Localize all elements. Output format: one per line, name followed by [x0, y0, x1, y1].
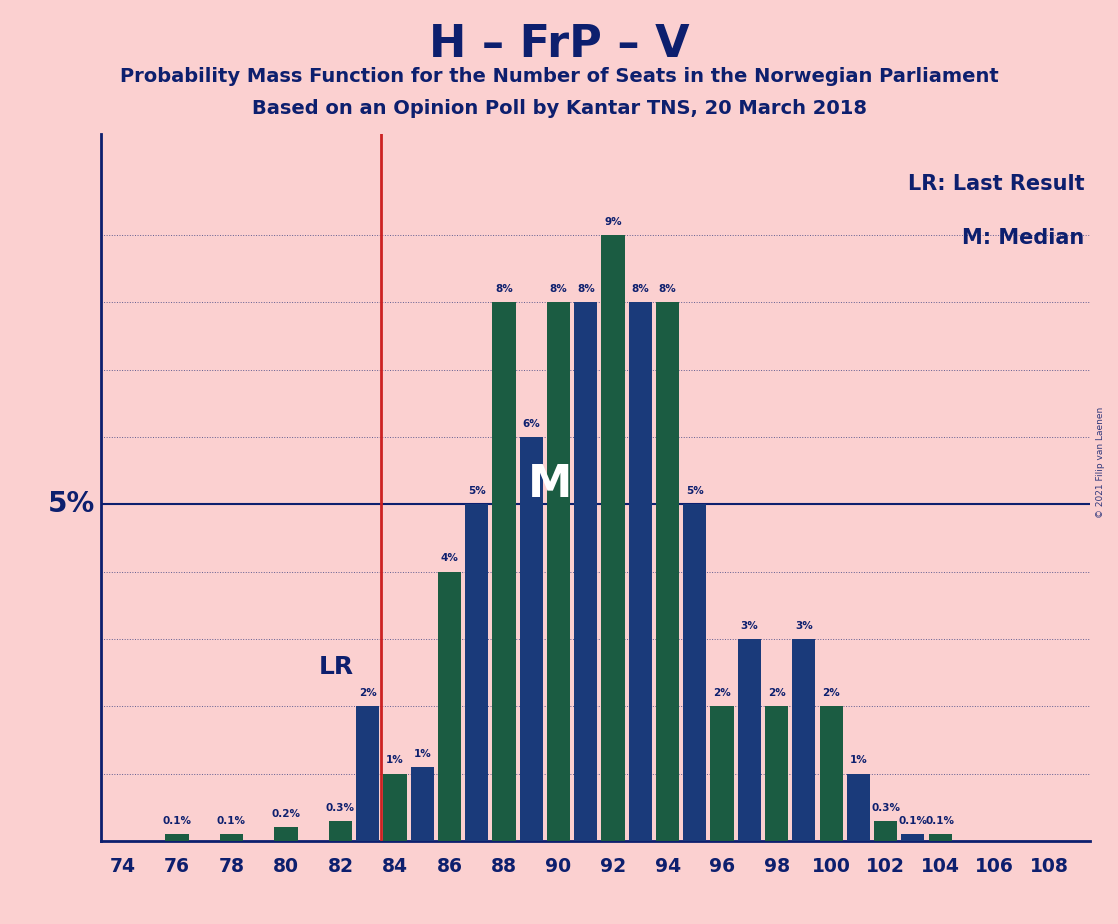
Text: 8%: 8%: [632, 285, 650, 294]
Bar: [492, 302, 515, 841]
Text: 6%: 6%: [522, 419, 540, 429]
Bar: [765, 706, 788, 841]
Bar: [165, 834, 189, 841]
Text: 0.3%: 0.3%: [326, 803, 356, 812]
Text: 1%: 1%: [386, 756, 404, 765]
Bar: [901, 834, 925, 841]
Bar: [547, 302, 570, 841]
Bar: [683, 505, 707, 841]
Bar: [738, 638, 761, 841]
Text: 0.1%: 0.1%: [162, 816, 191, 826]
Text: 0.2%: 0.2%: [272, 809, 301, 820]
Bar: [628, 302, 652, 841]
Bar: [846, 773, 870, 841]
Text: 4%: 4%: [440, 553, 458, 564]
Bar: [929, 834, 951, 841]
Text: LR: Last Result: LR: Last Result: [908, 175, 1084, 194]
Bar: [575, 302, 597, 841]
Text: H – FrP – V: H – FrP – V: [428, 23, 690, 67]
Bar: [329, 821, 352, 841]
Text: 1%: 1%: [414, 748, 432, 759]
Text: 2%: 2%: [713, 688, 731, 699]
Text: 5%: 5%: [48, 491, 95, 518]
Bar: [520, 437, 543, 841]
Bar: [793, 638, 815, 841]
Bar: [410, 767, 434, 841]
Bar: [465, 505, 489, 841]
Text: 9%: 9%: [604, 217, 622, 227]
Text: 0.1%: 0.1%: [217, 816, 246, 826]
Text: LR: LR: [319, 655, 354, 679]
Text: 3%: 3%: [795, 621, 813, 631]
Text: 8%: 8%: [495, 285, 513, 294]
Text: Probability Mass Function for the Number of Seats in the Norwegian Parliament: Probability Mass Function for the Number…: [120, 67, 998, 86]
Bar: [274, 827, 297, 841]
Text: 1%: 1%: [850, 756, 868, 765]
Text: 0.1%: 0.1%: [899, 816, 927, 826]
Bar: [819, 706, 843, 841]
Bar: [601, 235, 625, 841]
Text: 2%: 2%: [822, 688, 840, 699]
Text: 8%: 8%: [577, 285, 595, 294]
Bar: [383, 773, 407, 841]
Text: 8%: 8%: [659, 285, 676, 294]
Text: 2%: 2%: [359, 688, 377, 699]
Text: 5%: 5%: [686, 486, 703, 496]
Bar: [656, 302, 679, 841]
Bar: [438, 572, 461, 841]
Text: M: M: [528, 463, 572, 505]
Bar: [874, 821, 898, 841]
Text: 5%: 5%: [468, 486, 485, 496]
Bar: [357, 706, 379, 841]
Text: M: Median: M: Median: [963, 228, 1084, 249]
Text: 3%: 3%: [740, 621, 758, 631]
Text: 0.3%: 0.3%: [871, 803, 900, 812]
Bar: [711, 706, 733, 841]
Text: © 2021 Filip van Laenen: © 2021 Filip van Laenen: [1096, 407, 1105, 517]
Text: 8%: 8%: [550, 285, 568, 294]
Text: Based on an Opinion Poll by Kantar TNS, 20 March 2018: Based on an Opinion Poll by Kantar TNS, …: [252, 99, 866, 118]
Bar: [220, 834, 243, 841]
Text: 0.1%: 0.1%: [926, 816, 955, 826]
Text: 2%: 2%: [768, 688, 786, 699]
